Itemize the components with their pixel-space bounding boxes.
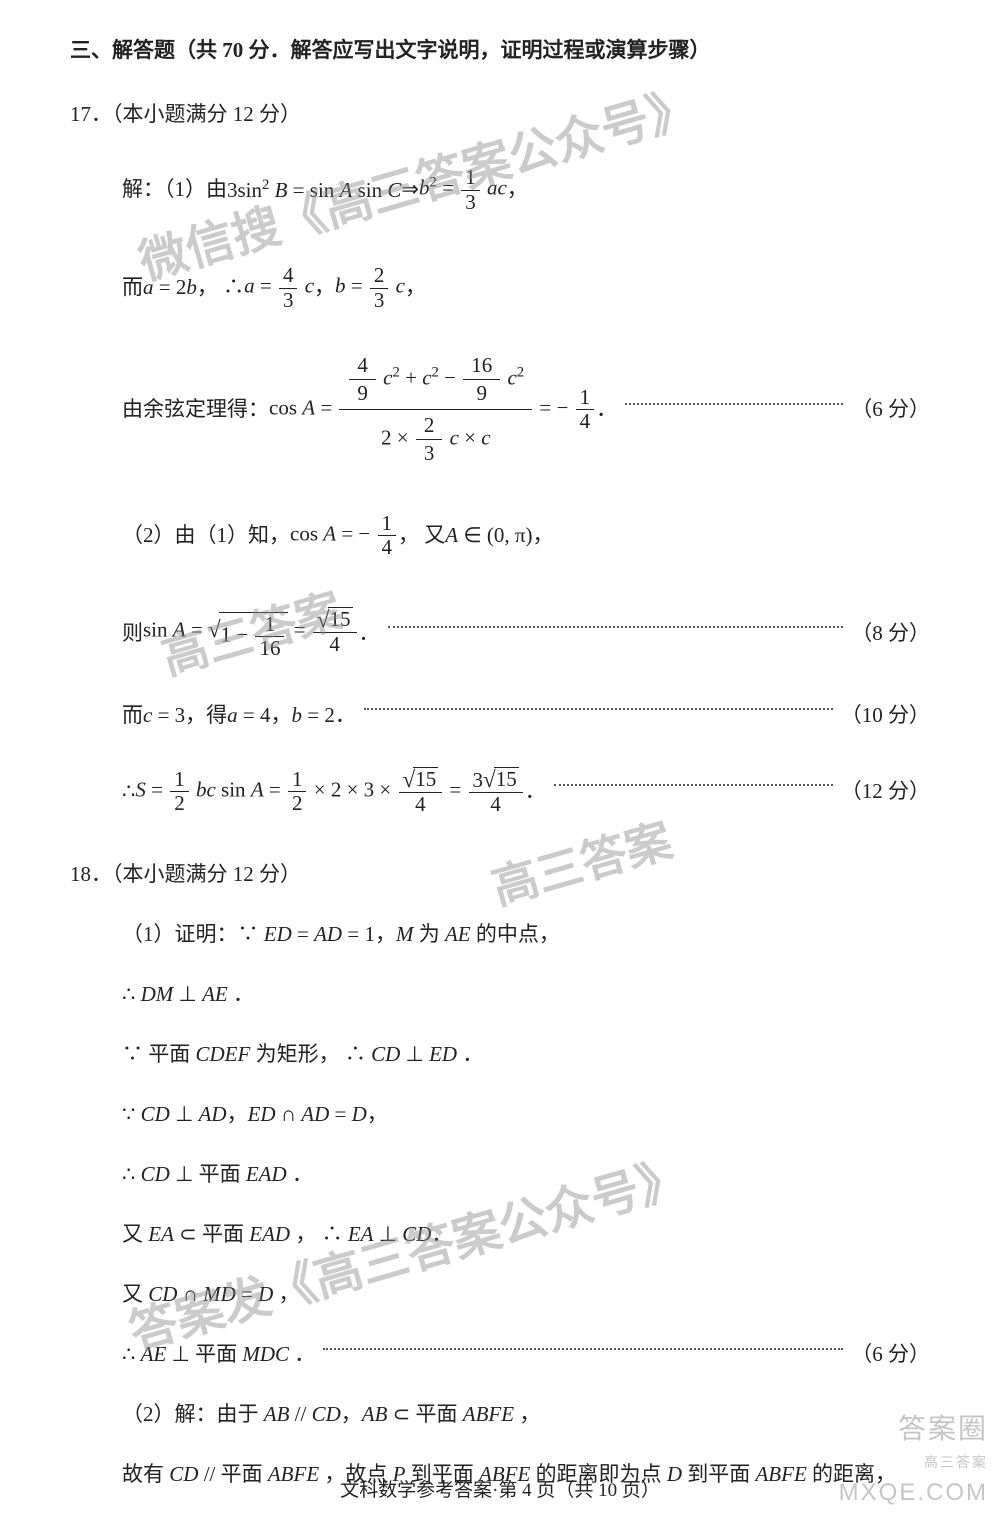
p18-l9: （2）解：由于 AB // CD，AB ⊂ 平面 ABFE ， <box>122 1399 540 1431</box>
p17-l6-mid2: ， <box>271 700 292 732</box>
p18-line-2: ∴ DM ⊥ AE ． <box>70 975 930 1015</box>
dots-1 <box>625 403 843 405</box>
corner-url: MXQE.COM <box>839 1475 988 1511</box>
p17-l6-b: b = 2 <box>292 700 335 732</box>
problem-18-header: 18．（本小题满分 12 分） <box>70 859 930 891</box>
dots-3 <box>364 708 833 710</box>
corner-box: 答案圈 <box>898 1408 988 1450</box>
p18-l1: （1）证明：∵ ED = AD = 1，M 为 AE 的中点， <box>122 919 560 951</box>
p18-l7: 又 CD ∩ MD = D ， <box>122 1279 300 1311</box>
p18-l3: ∵ 平面 CDEF 为矩形， ∴ CD ⊥ ED ． <box>122 1039 483 1071</box>
p18-line-5: ∴ CD ⊥ 平面 EAD ． <box>70 1155 930 1195</box>
p17-l1-pre: 解：（1）由 <box>122 174 227 206</box>
corner-watermark: 答案圈 高三答案 MXQE.COM <box>839 1408 988 1511</box>
problem-17-header: 17．（本小题满分 12 分） <box>70 99 930 131</box>
p17-l1-math2: b2 = 13 ac <box>419 166 507 213</box>
p17-l4-post: ， <box>532 520 553 552</box>
p17-l2-c2: ， <box>405 272 426 304</box>
p18-pts6: （6 分） <box>851 1339 930 1371</box>
p17-l5-post: ． <box>359 618 380 650</box>
corner-small: 高三答案 <box>924 1452 988 1473</box>
p18-line-8: ∴ AE ⊥ 平面 MDC ． （6 分） <box>70 1335 930 1375</box>
p17-l1-mid: ⇒ <box>401 174 419 206</box>
p17-l2-m2: b = 23 c <box>335 264 405 311</box>
p17-l3-pre: 由余弦定理得： <box>122 394 269 426</box>
dots-4 <box>554 784 833 786</box>
p18-l6: 又 EA ⊂ 平面 EAD ， ∴ EA ⊥ CD． <box>122 1219 452 1251</box>
p17-line-5: 则 sin A = 1 − 116 = 154 ． （8 分） <box>70 597 930 669</box>
p18-line-9: （2）解：由于 AB // CD，AB ⊂ 平面 ABFE ， <box>70 1395 930 1435</box>
p17-line-4: （2）由（1）知， cos A = − 14 ， 又 A ∈ (0, π) ， <box>70 499 930 571</box>
p18-line-7: 又 CD ∩ MD = D ， <box>70 1275 930 1315</box>
p17-l1-post: ， <box>507 174 528 206</box>
p17-l5-pre: 则 <box>122 618 143 650</box>
p17-line-1: 解：（1）由 3sin2 B = sin A sin C ⇒ b2 = 13 a… <box>70 154 930 226</box>
section-title: 三、解答题（共 70 分．解答应写出文字说明，证明过程或演算步骤） <box>70 35 930 67</box>
page: 微信搜《高三答案公众号》 高三答案 高三答案 答案发《高三答案公众号》 三、解答… <box>0 0 1000 1523</box>
p18-l4: ∵ CD ⊥ AD，ED ∩ AD = D， <box>122 1099 388 1131</box>
p17-l7-post: ． <box>525 776 546 808</box>
p17-l2-pre: 而 <box>122 272 143 304</box>
p17-l2-a: a = 2b <box>143 272 197 304</box>
p17-l7-pre: ∴ <box>122 776 135 808</box>
p17-l1-math1: 3sin2 B = sin A sin C <box>227 174 401 207</box>
p17-l6-mid: ，得 <box>185 700 227 732</box>
p18-line-3: ∵ 平面 CDEF 为矩形， ∴ CD ⊥ ED ． <box>70 1035 930 1075</box>
p17-pts8: （8 分） <box>851 618 930 650</box>
p18-l2: ∴ DM ⊥ AE ． <box>122 979 254 1011</box>
p17-l4-m1: cos A = − 14 <box>290 512 398 559</box>
dots-5 <box>323 1348 843 1350</box>
p17-l2-c1: ， <box>314 272 335 304</box>
p17-l4-pre: （2）由（1）知， <box>122 520 290 552</box>
p18-l5: ∴ CD ⊥ 平面 EAD ． <box>122 1159 313 1191</box>
p18-line-4: ∵ CD ⊥ AD，ED ∩ AD = D， <box>70 1095 930 1135</box>
p17-l5-m: sin A = 1 − 116 = 154 <box>143 607 359 660</box>
p17-l3-post: ． <box>596 394 617 426</box>
p18-l8: ∴ AE ⊥ 平面 MDC ． <box>122 1339 315 1371</box>
p17-l6-a: a = 4 <box>227 700 270 732</box>
p17-pts6: （6 分） <box>851 394 930 426</box>
p17-line-2: 而 a = 2b ， ∴ a = 43 c ， b = 23 c ， <box>70 252 930 324</box>
p17-l2-sep: ， ∴ <box>197 272 244 304</box>
p17-l7-m: S = 12 bc sin A = 12 × 2 × 3 × 154 = 315… <box>135 767 524 816</box>
p17-l4-mid: ， 又 <box>398 520 445 552</box>
p17-l6-pre: 而 <box>122 700 143 732</box>
p17-line-6: 而 c = 3 ，得 a = 4 ， b = 2 ． （10 分） <box>70 695 930 735</box>
dots-2 <box>388 626 844 628</box>
p18-line-6: 又 EA ⊂ 平面 EAD ， ∴ EA ⊥ CD． <box>70 1215 930 1255</box>
p17-pts12: （12 分） <box>841 776 930 808</box>
p17-pts10: （10 分） <box>841 700 930 732</box>
p17-line-7: ∴ S = 12 bc sin A = 12 × 2 × 3 × 154 = 3… <box>70 755 930 827</box>
p17-l2-m1: a = 43 c <box>244 264 314 311</box>
p17-line-3: 由余弦定理得： cos A = 49 c2 + c2 − 169 c2 2 × … <box>70 350 930 469</box>
p17-l6-c: c = 3 <box>143 700 185 732</box>
p18-line-1: （1）证明：∵ ED = AD = 1，M 为 AE 的中点， <box>70 915 930 955</box>
p17-l4-m2: A ∈ (0, π) <box>445 520 532 552</box>
p17-l3-math: cos A = 49 c2 + c2 − 169 c2 2 × 23 c × c… <box>269 350 596 469</box>
p17-l6-post: ． <box>335 700 356 732</box>
